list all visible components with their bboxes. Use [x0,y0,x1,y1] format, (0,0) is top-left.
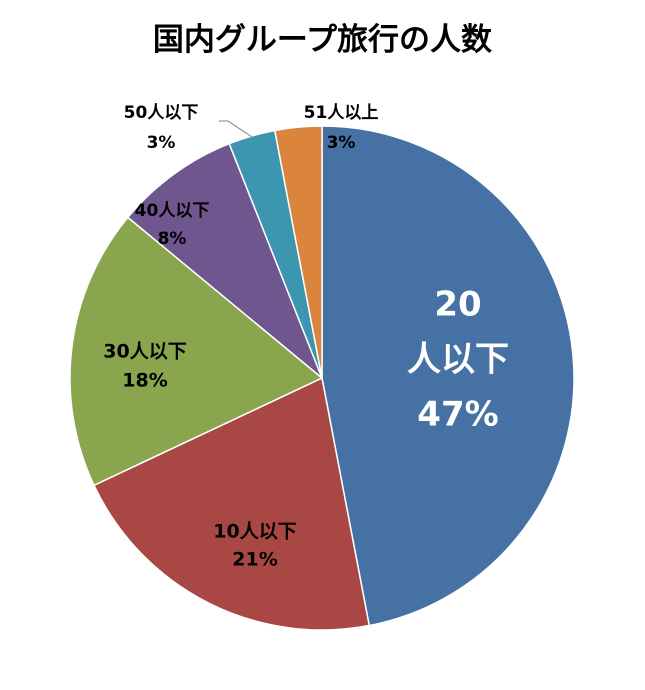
slice-value-label-2: 21% [232,549,277,571]
slice-value-label-3: 18% [122,370,167,392]
pie-slice-1 [321,125,575,627]
slice-value-label-1: 47% [417,395,498,435]
slice-value-label-6: 3% [327,133,356,153]
pie-slice-6 [274,125,323,379]
slice-category-label-1: 20 [434,285,481,325]
slice-category-label-1: 人以下 [407,340,509,380]
pie-slice-4 [127,142,323,379]
pie-slice-2 [93,377,370,631]
slice-category-label-6: 51人以上 [304,103,379,123]
pie-slices [69,125,575,631]
pie-labels: 20 人以下 47% 10人以下 21% 30人以下 18% 40人以下 8% 50人以下 3% 51… [103,103,509,571]
slice-category-label-5: 50人以下 [124,103,199,123]
slice-category-label-2: 10人以下 [213,521,296,543]
slice-category-label-3: 30人以下 [103,341,186,363]
pie-slice-3 [69,216,323,487]
leader-line-5 [219,120,253,138]
slice-category-label-4: 40人以下 [135,201,210,221]
chart-title: 国内グループ旅行の人数 [152,22,493,58]
slice-value-label-4: 8% [158,229,187,249]
slice-value-label-5: 3% [147,133,176,153]
